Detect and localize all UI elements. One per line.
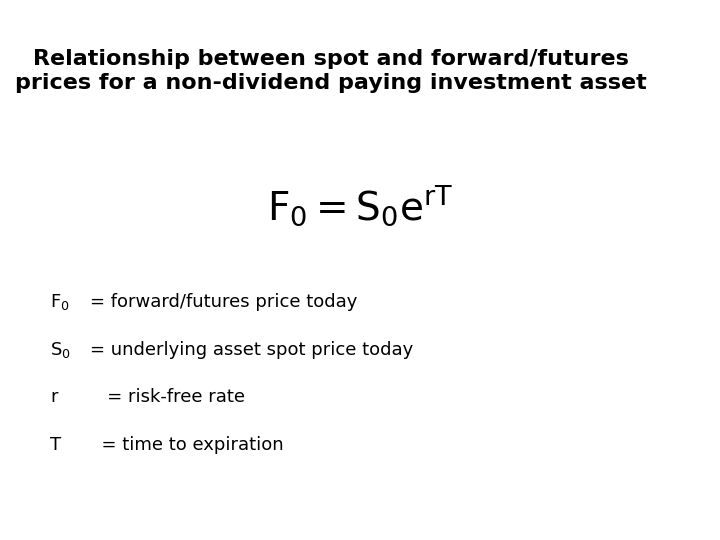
Text: = forward/futures price today: = forward/futures price today <box>90 293 357 312</box>
Text: $\mathregular{F_0}$: $\mathregular{F_0}$ <box>50 292 70 313</box>
Text: = risk-free rate: = risk-free rate <box>90 388 245 407</box>
Text: $\mathregular{S_0}$: $\mathregular{S_0}$ <box>50 340 71 360</box>
Text: = time to expiration: = time to expiration <box>90 436 284 454</box>
Text: $\mathregular{F_0 = S_0 e^{rT}}$: $\mathregular{F_0 = S_0 e^{rT}}$ <box>267 183 453 227</box>
Text: T: T <box>50 436 61 454</box>
Text: = underlying asset spot price today: = underlying asset spot price today <box>90 341 413 359</box>
Text: Relationship between spot and forward/futures
prices for a non-dividend paying i: Relationship between spot and forward/fu… <box>15 49 647 93</box>
Text: r: r <box>50 388 58 407</box>
